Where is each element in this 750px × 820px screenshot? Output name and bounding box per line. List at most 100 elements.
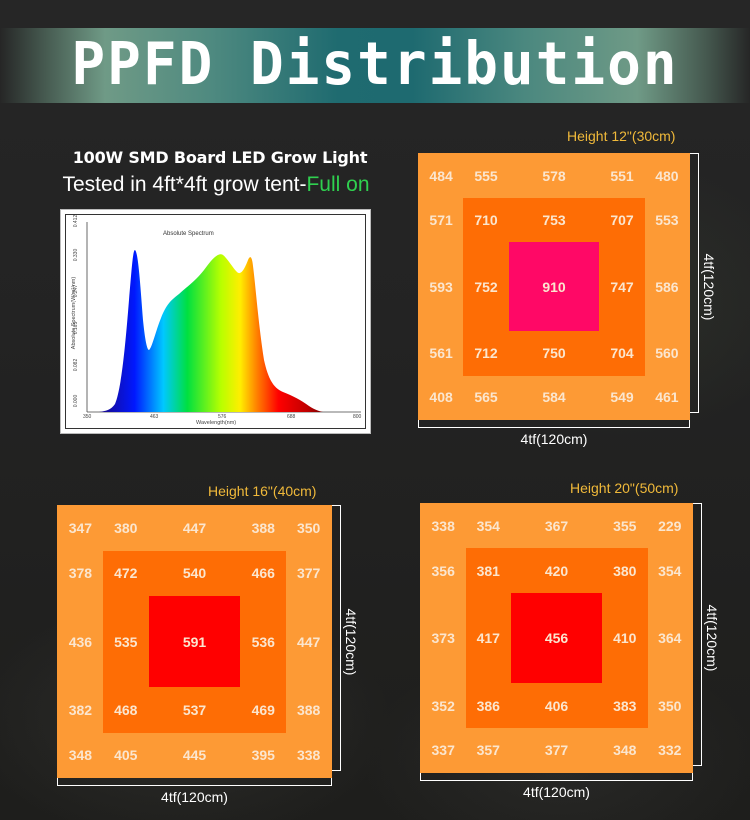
ppfd-value: 347	[68, 520, 93, 537]
x-tick: 576	[218, 414, 227, 420]
ppfd-value: 555	[474, 167, 498, 184]
ppfd-value: 408	[429, 389, 453, 406]
depth-dimension-label: 4tf(120cm)	[343, 608, 359, 675]
ppfd-value: 712	[474, 345, 498, 362]
test-condition: Tested in 4ft*4ft grow tent-Full on	[26, 173, 406, 197]
ppfd-value: 380	[613, 562, 637, 579]
ppfd-value: 350	[658, 697, 682, 714]
x-tick: 463	[150, 414, 159, 420]
ppfd-center-zone	[508, 242, 600, 331]
test-condition-text: Tested in 4ft*4ft grow tent-	[62, 173, 307, 196]
y-tick: 0.330	[73, 248, 79, 262]
page-title: PPFD Distribution	[71, 30, 679, 99]
ppfd-value: 753	[542, 211, 566, 228]
title-band	[0, 28, 750, 103]
ppfd-value: 386	[476, 697, 500, 714]
ppfd-value: 540	[182, 565, 207, 582]
ppfd-value: 578	[542, 167, 566, 184]
ppfd-value: 410	[613, 630, 637, 646]
y-tick: 0.247	[73, 284, 79, 298]
width-dimension-label: 4tf(120cm)	[523, 784, 590, 800]
width-dimension-label: 4tf(120cm)	[161, 789, 228, 805]
height-label: Height 16"(40cm)	[208, 483, 317, 499]
ppfd-value: 447	[296, 633, 321, 650]
x-tick: 350	[83, 414, 92, 420]
ppfd-value: 537	[182, 701, 207, 718]
ppfd-value: 405	[114, 746, 138, 763]
ppfd-value: 395	[251, 746, 275, 763]
ppfd-value: 461	[655, 389, 679, 406]
ppfd-value: 388	[251, 520, 275, 537]
ppfd-value: 338	[431, 517, 455, 534]
ppfd-value: 352	[431, 697, 455, 714]
ppfd-value: 536	[251, 633, 275, 650]
height-label: Height 12"(30cm)	[567, 128, 676, 144]
spectrum-plot	[86, 222, 361, 413]
ppfd-value: 549	[610, 389, 634, 406]
ppfd-center-zone	[148, 596, 241, 687]
ppfd-value: 380	[114, 520, 138, 537]
depth-dimension-label: 4tf(120cm)	[701, 253, 717, 320]
ppfd-value: 447	[182, 520, 207, 537]
ppfd-value: 445	[182, 746, 207, 763]
ppfd-value: 357	[476, 742, 500, 759]
y-tick: 0.082	[73, 358, 79, 372]
ppfd-value: 348	[613, 742, 637, 759]
ppfd-value: 377	[296, 565, 321, 582]
ppfd-value: 565	[474, 389, 498, 406]
ppfd-value: 456	[544, 630, 569, 646]
height-label: Height 20"(50cm)	[570, 480, 679, 496]
ppfd-value: 420	[544, 562, 569, 579]
ppfd-value: 750	[542, 345, 566, 362]
product-name: 100W SMD Board LED Grow Light	[72, 148, 368, 167]
ppfd-value: 561	[429, 345, 453, 362]
y-tick: 0.165	[73, 321, 79, 335]
ppfd-value: 466	[251, 565, 275, 582]
ppfd-value: 229	[658, 517, 682, 534]
spectrum-chart: Absolute Spectrum Absolute Spectrum(W/m²…	[60, 209, 371, 434]
ppfd-value: 337	[431, 742, 455, 759]
ppfd-value: 382	[68, 701, 93, 718]
depth-dimension-label: 4tf(120cm)	[704, 604, 720, 672]
spectrum-x-axis-label: Wavelength(nm)	[196, 420, 237, 426]
ppfd-value: 469	[251, 701, 275, 718]
ppfd-value: 468	[114, 701, 138, 718]
ppfd-value: 332	[658, 742, 682, 759]
ppfd-value: 710	[474, 211, 498, 228]
ppfd-value: 348	[68, 746, 93, 763]
ppfd-value: 704	[610, 345, 634, 362]
ppfd-value: 535	[114, 633, 138, 650]
ppfd-value: 377	[544, 742, 569, 759]
ppfd-value: 350	[296, 520, 321, 537]
width-dimension-label: 4tf(120cm)	[520, 431, 588, 447]
ppfd-value: 367	[544, 517, 569, 534]
ppfd-value: 910	[542, 278, 566, 295]
ppfd-value: 707	[610, 211, 634, 228]
ppfd-value: 553	[655, 211, 679, 228]
ppfd-value: 484	[429, 167, 453, 184]
ppfd-center-zone	[511, 593, 602, 683]
ppfd-value: 436	[68, 633, 93, 650]
y-tick: 0.000	[73, 394, 79, 408]
full-on-highlight: Full on	[306, 173, 370, 196]
ppfd-value: 571	[429, 211, 453, 228]
ppfd-value: 480	[655, 167, 679, 184]
ppfd-value: 355	[613, 517, 637, 534]
ppfd-value: 472	[114, 565, 138, 582]
ppfd-value: 406	[544, 697, 569, 714]
x-tick: 688	[287, 414, 296, 420]
ppfd-value: 378	[68, 565, 93, 582]
ppfd-value: 388	[296, 701, 321, 718]
ppfd-value: 354	[658, 562, 682, 579]
ppfd-value: 364	[658, 630, 682, 646]
ppfd-value: 356	[431, 562, 455, 579]
ppfd-value: 338	[296, 746, 321, 763]
ppfd-value: 560	[655, 345, 679, 362]
spectrum-y-axis-label: Absolute Spectrum(W/m²/nm)	[71, 276, 77, 350]
ppfd-value: 551	[610, 167, 634, 184]
y-tick: 0.412	[73, 214, 79, 228]
ppfd-value: 593	[429, 278, 453, 295]
ppfd-value: 381	[476, 562, 500, 579]
ppfd-value: 591	[182, 633, 207, 650]
ppfd-value: 586	[655, 278, 679, 295]
